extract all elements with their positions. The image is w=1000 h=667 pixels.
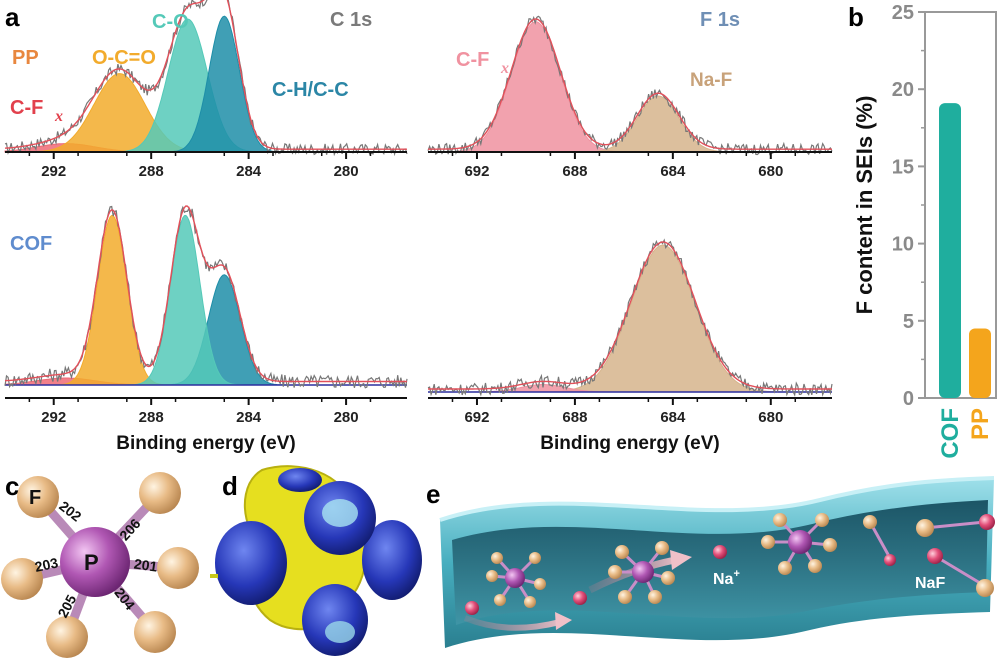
x-tick-label: 688 <box>562 409 587 426</box>
panel-label-e: e <box>426 479 440 509</box>
peak-na-f <box>428 244 832 393</box>
dissociating-fragments <box>863 514 995 597</box>
xps-f1s-pp-plot: 692 688 684 680 <box>427 15 833 180</box>
sodium-ion <box>465 601 479 615</box>
fluorine-label: F <box>29 487 41 509</box>
sodium-ion <box>713 545 727 559</box>
bar-pp <box>969 328 991 398</box>
y-axis-label: F content in SEIs (%) <box>852 96 877 315</box>
fluorine-atom <box>1 558 43 600</box>
oco-peak-label: O-C=O <box>92 47 156 69</box>
y-tick-label: 20 <box>892 79 914 101</box>
y-tick-label: 5 <box>903 311 914 333</box>
blue-lobe-bottom-highlight <box>325 621 355 643</box>
f1s-title: F 1s <box>700 9 740 31</box>
fit-envelope <box>428 241 832 390</box>
phosphorus-label: P <box>84 550 99 575</box>
blue-lobe-top-highlight <box>322 499 358 527</box>
c1s-title: C 1s <box>330 9 372 31</box>
cfx-f1s-subscript: x <box>500 60 509 77</box>
pf6-anion-3 <box>761 513 837 575</box>
fit-envelope <box>428 18 832 150</box>
bond-label-203: 203 <box>33 554 59 575</box>
chcc-peak-label: C-H/C-C <box>272 79 349 101</box>
pf6-anion-1 <box>486 552 546 608</box>
fluorine-atom <box>134 611 176 653</box>
x-tick-label: 684 <box>660 163 686 180</box>
fluorine-atom <box>157 547 199 589</box>
cfx-f1s-text: C-F <box>456 49 489 71</box>
transport-arrow-2-head <box>670 550 692 570</box>
transport-arrow-1 <box>463 615 561 631</box>
na-ion-label: Na+ <box>713 568 740 588</box>
x-tick-label: 284 <box>236 163 262 180</box>
category-label-cof: COF <box>937 408 964 459</box>
na-ion-charge: + <box>733 568 739 580</box>
x-tick-label: 680 <box>758 409 783 426</box>
y-tick-label: 0 <box>903 388 914 410</box>
sodium-ion <box>573 591 587 605</box>
phosphorus-atom <box>60 527 130 597</box>
category-label-pp: PP <box>967 408 994 440</box>
x-tick-label: 284 <box>236 409 262 426</box>
transport-arrow-1-head <box>555 612 572 630</box>
bar-cof <box>939 103 961 398</box>
x-tick-label: 292 <box>41 163 66 180</box>
sodium-transport-scheme: Na+ NaF <box>439 476 995 648</box>
fluorine-atom <box>46 616 88 658</box>
blue-lobe-bottom <box>302 584 368 656</box>
y-tick-label: 25 <box>892 2 914 24</box>
x-tick-label: 692 <box>464 409 489 426</box>
na-ion-symbol: Na <box>713 571 734 588</box>
panel-label-b: b <box>848 2 864 32</box>
x-tick-label: 280 <box>334 409 359 426</box>
x-axis-label: Binding energy (eV) <box>116 433 295 454</box>
x-tick-label: 692 <box>464 163 489 180</box>
cfx-c1s-label: C-F x <box>10 97 63 125</box>
cfx-c1s-subscript: x <box>54 108 63 125</box>
x-tick-label: 292 <box>41 409 66 426</box>
fluorine-atom <box>17 476 59 518</box>
pp-sample-label: PP <box>12 47 39 69</box>
fit-envelope <box>4 0 407 150</box>
blue-lobe-left <box>215 521 287 605</box>
blue-lobe-right <box>362 520 422 600</box>
x-tick-label: 680 <box>758 163 783 180</box>
panel-label-a: a <box>5 2 20 32</box>
naf-peak-label: Na-F <box>690 70 732 91</box>
panel-label-c: c <box>5 471 19 501</box>
x-tick-label: 288 <box>139 163 164 180</box>
raw-spectrum <box>4 205 408 389</box>
xps-c1s-pp-plot: 292 288 284 280 <box>4 0 408 180</box>
panel-label-d: d <box>222 471 238 501</box>
pf6-molecule-model: P F 202 206 201 204 205 203 <box>1 472 199 658</box>
x-tick-label: 280 <box>334 163 359 180</box>
channel-interior <box>452 500 988 625</box>
peak-c-o <box>5 214 407 386</box>
channel-rim <box>439 476 995 522</box>
raw-spectrum <box>4 0 408 157</box>
f-content-bar-chart: 0 5 10 15 20 25 F content in SEIs (%) COF PP <box>852 2 997 459</box>
x-tick-label: 684 <box>660 409 686 426</box>
fluorine-atom <box>139 472 181 514</box>
fit-envelope <box>4 205 407 383</box>
cfx-c1s-text: C-F <box>10 97 43 119</box>
cfx-f1s-label: C-F x <box>456 49 509 77</box>
charge-density-isosurface <box>210 465 422 656</box>
xps-c1s-cof-plot: 292 288 284 280 Binding energy (eV) <box>4 205 408 454</box>
bond-label-201: 201 <box>133 556 159 575</box>
naf-label: NaF <box>915 575 945 592</box>
pf6-anion-2 <box>608 541 675 604</box>
x-axis-label: Binding energy (eV) <box>540 433 719 454</box>
co-peak-label: C-O <box>152 11 189 33</box>
x-tick-label: 288 <box>139 409 164 426</box>
cof-sample-label: COF <box>10 233 52 255</box>
x-tick-label: 688 <box>562 163 587 180</box>
y-tick-label: 10 <box>892 234 914 256</box>
xps-f1s-cof-plot: 692 688 684 680 Binding energy (eV) <box>427 238 833 454</box>
y-tick-label: 15 <box>892 156 914 178</box>
blue-lobe-back <box>278 468 322 492</box>
